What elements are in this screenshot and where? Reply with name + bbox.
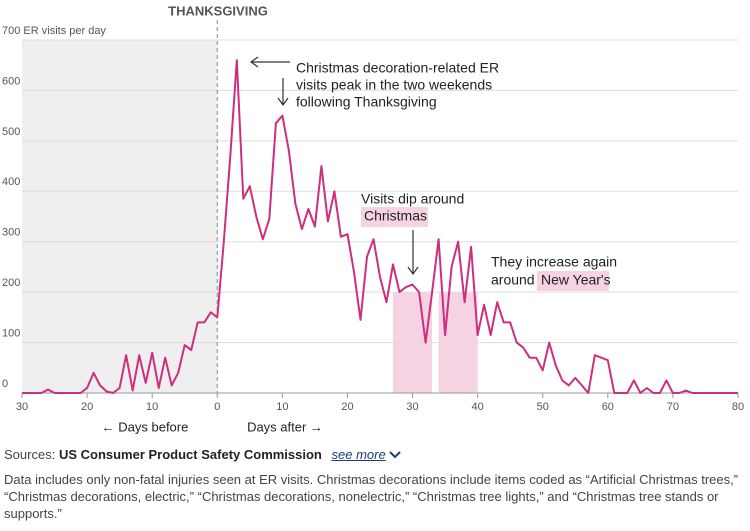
annotation-highlight: Christmas <box>364 208 427 224</box>
x-tick-label: 80 <box>732 401 744 413</box>
y-tick-label: 600 <box>2 75 20 87</box>
x-tick-label: 50 <box>537 401 549 413</box>
x-tick-label: 10 <box>146 401 158 413</box>
x-tick-label: 20 <box>81 401 93 413</box>
highlight-bg <box>537 271 609 291</box>
y-tick-label: 100 <box>2 327 20 339</box>
y-tick-label: 500 <box>2 126 20 138</box>
annotation-arrow <box>407 230 419 276</box>
annotation-highlight: New Year's <box>541 272 611 288</box>
y-tick-label: 700 ER visits per day <box>2 25 106 37</box>
y-tick-label: 0 <box>2 378 8 390</box>
x-tick-label: 10 <box>276 401 288 413</box>
y-tick-label: 300 <box>2 227 20 239</box>
annotation-line: Visits dip around <box>361 191 464 207</box>
x-tick-label: 60 <box>602 401 614 413</box>
note: Data includes only non-fatal injuries se… <box>4 472 739 521</box>
sources-label: Sources: <box>4 447 56 462</box>
line <box>22 59 738 394</box>
footer: Sources: US Consumer Product Safety Comm… <box>4 446 744 522</box>
annotation-line: Christmas decoration-related ER <box>296 60 499 76</box>
chevron[interactable] <box>389 450 402 459</box>
thanksgiving-label: THANKSGIVING <box>168 3 268 18</box>
see-more-link[interactable]: see more <box>331 447 386 462</box>
x-tick-label: 30 <box>406 401 418 413</box>
annotation-line: around <box>491 272 535 288</box>
highlight-bg <box>361 207 428 227</box>
x-direction-label: Days after → <box>247 419 323 434</box>
marks <box>22 59 738 394</box>
source: US Consumer Product Safety Commission <box>58 447 322 462</box>
y-tick-label: 400 <box>2 176 20 188</box>
annotation-line: They increase again <box>491 254 617 270</box>
x-tick-label: 70 <box>667 401 679 413</box>
x-tick-label: 0 <box>214 401 220 413</box>
x-tick-label: 40 <box>472 401 484 413</box>
annotation-line: following Thanksgiving <box>296 94 437 110</box>
y-tick-label: 200 <box>2 277 20 289</box>
annotation-arrow <box>249 56 290 107</box>
x-tick-label: 30 <box>16 401 28 413</box>
x-direction-label: ← Days before <box>102 419 189 434</box>
sources: Sources: US Consumer Product Safety Comm… <box>4 446 744 463</box>
annotation-line: visits peak in the two weekends <box>296 77 492 93</box>
x-tick-label: 20 <box>341 401 353 413</box>
before-shade <box>22 40 218 393</box>
